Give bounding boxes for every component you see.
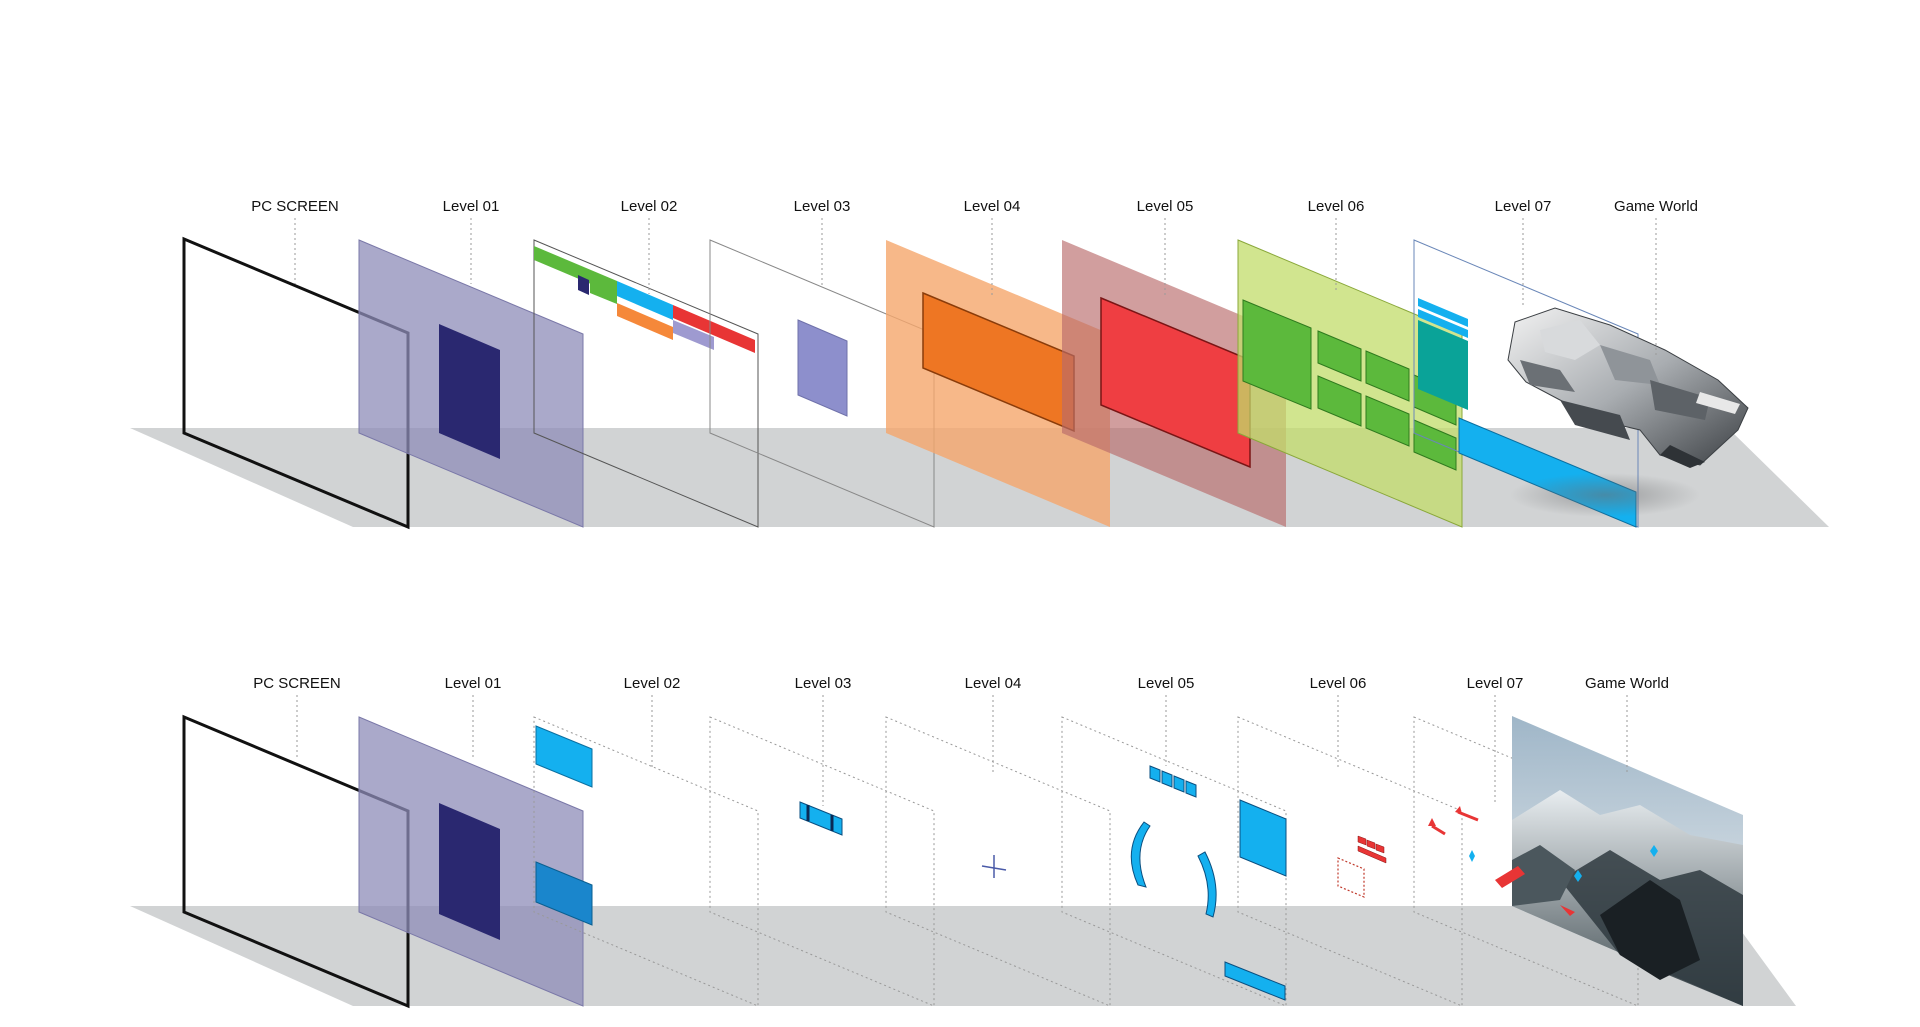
top-level-02-lilac-bar [673, 320, 714, 350]
bottom-label-level-04: Level 04 [964, 675, 1022, 692]
bottom-leader-lines [296, 695, 1628, 806]
bottom-level-04-crosshair [981, 855, 1007, 878]
bottom-pc-screen-frame [182, 714, 410, 1009]
bottom-game-world-red-marker [1495, 866, 1525, 888]
bottom-level-07-blue-marker [1469, 850, 1475, 862]
bottom-game-world-scene [1495, 716, 1743, 1006]
bottom-level-07-red-marker-1 [1428, 818, 1436, 826]
top-level-05 [1062, 240, 1286, 527]
top-level-07-blue-strip-top [1418, 298, 1468, 327]
bottom-level-02 [533, 716, 759, 1007]
bottom-level-05-left-bracket [1130, 821, 1151, 888]
bottom-level-05-indicator-row [1149, 765, 1197, 798]
top-leader-lines [294, 218, 1657, 355]
top-level-03-block [797, 319, 848, 417]
top-level-05-block [1100, 296, 1251, 469]
top-level-06 [1237, 239, 1463, 528]
top-label-level-06: Level 06 [1307, 198, 1365, 215]
bottom-level-01 [358, 716, 584, 1007]
bottom-level-06-blue-panel [1239, 799, 1287, 877]
bottom-game-world-blue-marker [1650, 845, 1658, 857]
top-level-02-orange-bar [617, 303, 673, 340]
top-level-06-widget-large [1242, 299, 1312, 410]
top-diagram [130, 218, 1829, 530]
bottom-label-level-01: Level 01 [444, 675, 502, 692]
bottom-level-05 [1061, 716, 1287, 1007]
top-level-06-widget-grid [1242, 299, 1457, 471]
bottom-diagram [130, 695, 1796, 1009]
bottom-label-level-07: Level 07 [1466, 675, 1524, 692]
top-level-06-widget [1365, 350, 1410, 402]
top-level-02-navy-tab [578, 275, 589, 295]
top-pc-screen-frame [182, 236, 410, 530]
top-level-01-block [439, 324, 500, 459]
bottom-level-01-block [439, 803, 500, 940]
top-label-game-world: Game World [1614, 198, 1698, 215]
top-game-world-spaceship [1507, 307, 1749, 517]
top-level-07-teal-block [1418, 320, 1468, 410]
bottom-level-02-blue-panel-bottom [535, 861, 593, 926]
bottom-label-level-06: Level 06 [1309, 675, 1367, 692]
top-level-06-widget [1413, 419, 1457, 471]
top-level-02 [533, 239, 759, 528]
top-label-pc-screen: PC SCREEN [251, 198, 339, 215]
bottom-level-03 [709, 716, 935, 1007]
bottom-label-game-world: Game World [1585, 675, 1669, 692]
top-label-level-05: Level 05 [1136, 198, 1194, 215]
top-level-06-widget [1365, 395, 1410, 447]
top-label-level-01: Level 01 [442, 198, 500, 215]
top-label-level-03: Level 03 [793, 198, 851, 215]
bottom-game-world-weapon [1600, 880, 1700, 980]
top-level-07-blue-strip-2 [1418, 309, 1468, 338]
top-level-01 [358, 239, 584, 528]
top-level-04 [886, 240, 1110, 527]
top-label-level-04: Level 04 [963, 198, 1021, 215]
bottom-level-06-target-box [1337, 857, 1365, 898]
top-level-03 [709, 239, 935, 528]
top-label-level-02: Level 02 [620, 198, 678, 215]
bottom-level-05-right-bracket [1197, 851, 1217, 918]
top-level-02-green-bar-short [590, 279, 617, 304]
bottom-label-pc-screen: PC SCREEN [253, 675, 341, 692]
top-label-level-07: Level 07 [1494, 198, 1552, 215]
bottom-level-06-red-tag [1357, 835, 1387, 864]
top-level-06-widget [1317, 375, 1362, 427]
top-level-06-widget [1317, 330, 1362, 382]
bottom-level-07-red-marker-2 [1455, 806, 1462, 814]
bottom-level-06 [1237, 716, 1463, 1007]
bottom-label-level-05: Level 05 [1137, 675, 1195, 692]
bottom-label-level-02: Level 02 [623, 675, 681, 692]
bottom-level-04 [885, 716, 1111, 1007]
bottom-label-level-03: Level 03 [794, 675, 852, 692]
bottom-level-03-ammo-widget [799, 801, 843, 836]
top-level-02-red-bar [673, 305, 755, 353]
bottom-level-02-blue-panel-top [535, 725, 593, 788]
bottom-level-05-bottom-bar [1224, 961, 1286, 1001]
top-level-02-blue-bar [617, 281, 673, 320]
